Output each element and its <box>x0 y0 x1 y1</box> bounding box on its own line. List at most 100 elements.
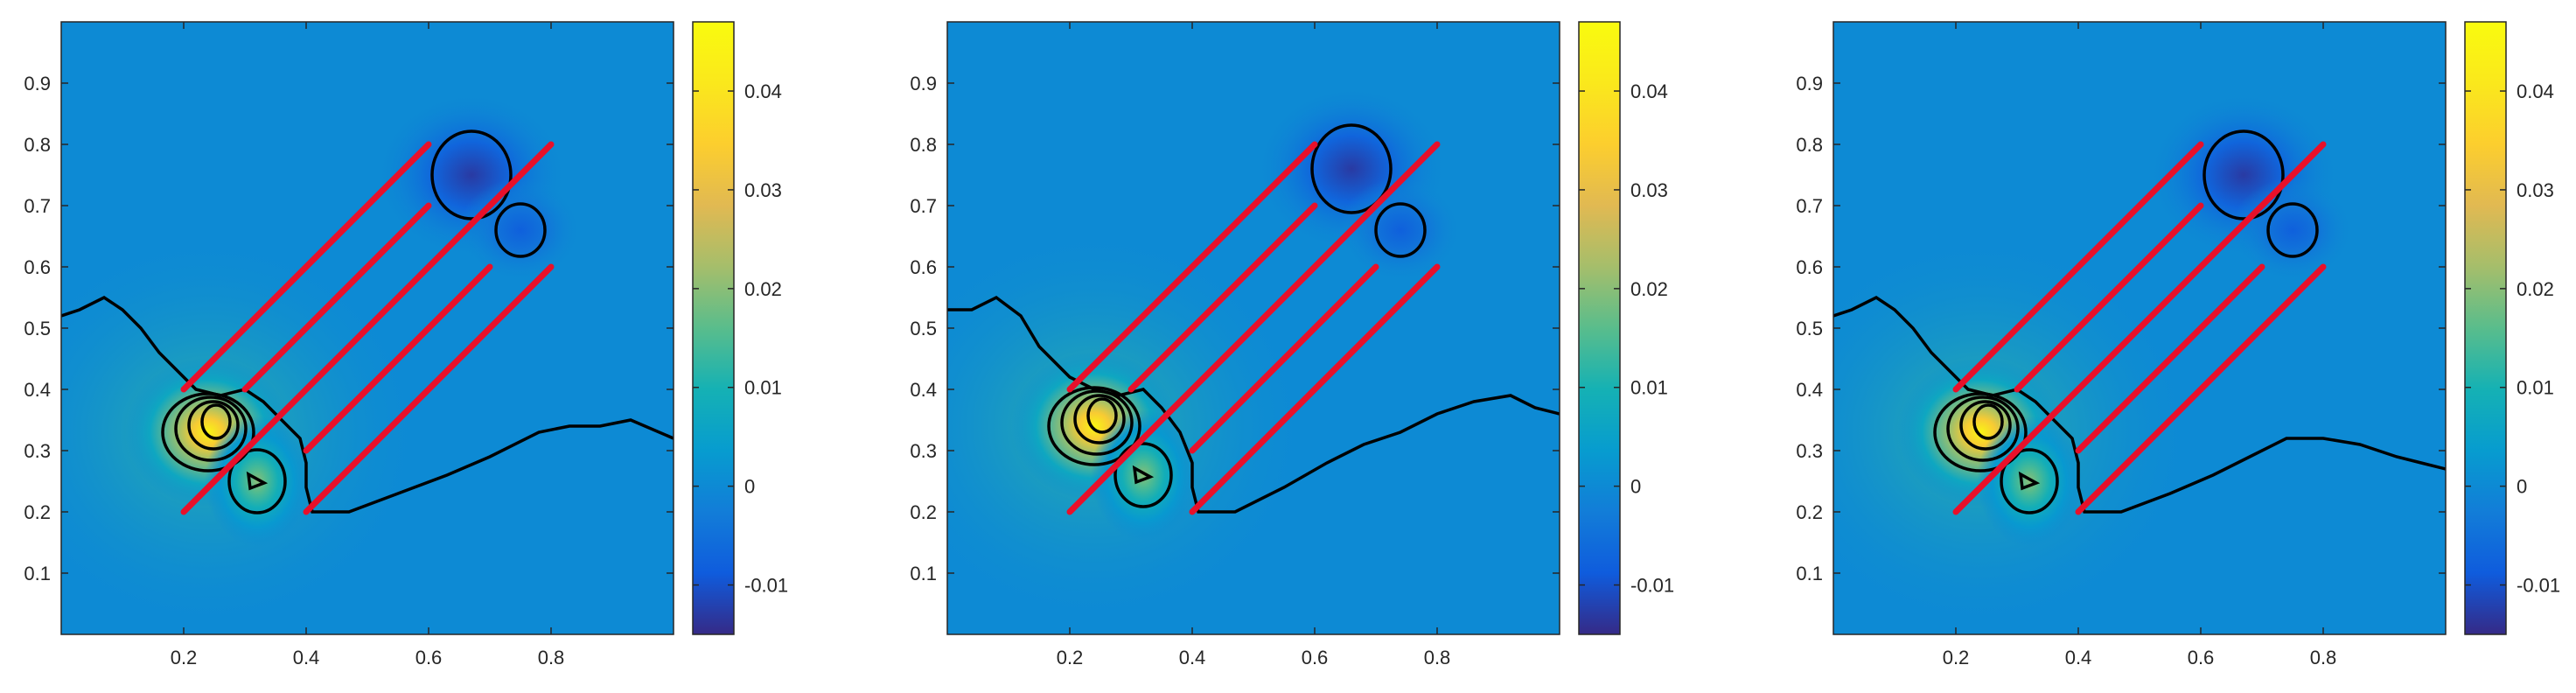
x-tick-label: 0.6 <box>1302 647 1329 668</box>
colorbar-tick-label: 0.02 <box>1630 278 1668 300</box>
colorbar-tick-label: -0.01 <box>2517 575 2560 597</box>
red-line <box>2014 202 2204 393</box>
colorbar-tick-label: 0 <box>2517 476 2527 498</box>
contour-line <box>1073 394 1126 444</box>
colorbar-tick-label: 0.01 <box>2517 377 2554 399</box>
colorbar: -0.01 0 0.01 0.02 0.03 0.04 <box>1578 21 1674 635</box>
zero-contour-line <box>61 295 674 514</box>
y-tick-label: 0.8 <box>24 134 51 156</box>
contour-line <box>2000 448 2059 514</box>
panel-1: 0.2 0.4 0.6 0.8 0.1 0.2 0.3 0.4 0.5 0.6 0.7 0.8 0.9 -… <box>24 21 788 668</box>
colorbar-tick-label: 0.03 <box>2517 179 2554 201</box>
red-line <box>2075 263 2265 454</box>
contour-lines <box>947 123 1560 514</box>
contour-line <box>1113 442 1173 508</box>
x-tick-label: 0.8 <box>1424 647 1451 668</box>
y-tick-label: 0.1 <box>910 563 937 584</box>
y-tick-label: 0.5 <box>1796 318 1823 340</box>
y-tick-label: 0.6 <box>910 256 937 278</box>
x-tick-label: 0.4 <box>1179 647 1206 668</box>
zero-contour-line <box>947 295 1560 514</box>
red-line <box>303 263 493 454</box>
red-line <box>303 263 555 515</box>
heatmap-field <box>947 22 1560 634</box>
y-tick-label: 0.2 <box>24 501 51 523</box>
colorbar-tick-label: 0.04 <box>1630 80 1668 102</box>
red-line <box>1952 141 2204 393</box>
y-tick-label: 0.6 <box>1796 256 1823 278</box>
colorbar-tick-label: 0.02 <box>744 278 782 300</box>
colorbar: -0.01 0 0.01 0.02 0.03 0.04 <box>2464 21 2560 635</box>
x-tick-label: 0.4 <box>293 647 320 668</box>
contour-line <box>494 202 547 258</box>
panel-2: 0.2 0.4 0.6 0.8 0.1 0.2 0.3 0.4 0.5 0.6 0.7 0.8 0.9 -… <box>910 21 1674 668</box>
y-tick-label: 0.6 <box>24 256 51 278</box>
trough-blob <box>459 178 582 283</box>
colorbar-tick-label: -0.01 <box>1630 575 1674 597</box>
peak-blob <box>1977 416 2082 547</box>
red-line <box>180 141 555 515</box>
contour-line <box>430 130 513 220</box>
y-tick-label: 0.2 <box>1796 501 1823 523</box>
colorbar-gradient <box>1578 21 1621 635</box>
y-tick-label: 0.4 <box>1796 379 1823 401</box>
y-tick-label: 0.7 <box>24 195 51 217</box>
x-tick-label: 0.2 <box>1943 647 1970 668</box>
y-tick-label: 0.3 <box>24 440 51 462</box>
red-line <box>241 202 432 393</box>
colorbar-tick-label: -0.01 <box>744 575 788 597</box>
y-tick-label: 0.8 <box>1796 134 1823 156</box>
red-line <box>1189 263 1441 515</box>
contour-line <box>2203 130 2285 220</box>
y-tick-label: 0.9 <box>910 73 937 94</box>
x-tick-label: 0.8 <box>538 647 565 668</box>
red-line <box>1066 141 1441 515</box>
red-line <box>1189 263 1379 454</box>
contour-line <box>1132 465 1155 485</box>
y-tick-label: 0.2 <box>910 501 937 523</box>
contour-line <box>246 471 269 491</box>
contour-line <box>2018 471 2041 491</box>
contour-line <box>1972 403 2004 440</box>
contour-line <box>200 403 232 440</box>
y-tick-label: 0.1 <box>24 563 51 584</box>
y-tick-label: 0.8 <box>910 134 937 156</box>
contour-line <box>174 396 248 462</box>
red-line <box>1952 141 2327 515</box>
contour-line <box>1946 396 2020 462</box>
contour-line <box>1959 400 2012 451</box>
red-line <box>1127 202 1318 393</box>
colorbar-tick-label: 0.03 <box>744 179 782 201</box>
x-tick-label: 0.6 <box>2188 647 2215 668</box>
trough-blob <box>2231 178 2354 283</box>
colorbar-tick-label: 0.01 <box>1630 377 1668 399</box>
panel-3: 0.2 0.4 0.6 0.8 0.1 0.2 0.3 0.4 0.5 0.6 0.7 0.8 0.9 -… <box>1796 21 2560 668</box>
colorbar-tick-label: 0.03 <box>1630 179 1668 201</box>
contour-lines <box>61 130 674 514</box>
heatmap-field <box>1833 22 2446 634</box>
trough-blob <box>1339 178 1462 283</box>
y-tick-label: 0.3 <box>910 440 937 462</box>
y-tick-label: 0.4 <box>910 379 937 401</box>
peak-blob <box>205 416 310 547</box>
colorbar-tick-label: 0.02 <box>2517 278 2554 300</box>
y-tick-label: 0.7 <box>910 195 937 217</box>
red-line <box>180 141 432 393</box>
x-tick-label: 0.8 <box>2310 647 2337 668</box>
contour-line <box>1086 397 1118 434</box>
x-tick-label: 0.2 <box>1057 647 1084 668</box>
colorbar-gradient <box>692 21 735 635</box>
y-tick-label: 0.1 <box>1796 563 1823 584</box>
contour-line <box>2266 202 2319 258</box>
y-tick-label: 0.7 <box>1796 195 1823 217</box>
colorbar-gradient <box>2464 21 2507 635</box>
colorbar: -0.01 0 0.01 0.02 0.03 0.04 <box>692 21 788 635</box>
contour-line <box>187 400 240 451</box>
y-tick-label: 0.9 <box>1796 73 1823 94</box>
contour-line <box>1374 202 1427 258</box>
colorbar-tick-label: 0 <box>744 476 755 498</box>
y-tick-label: 0.5 <box>24 318 51 340</box>
red-line <box>1066 141 1318 393</box>
